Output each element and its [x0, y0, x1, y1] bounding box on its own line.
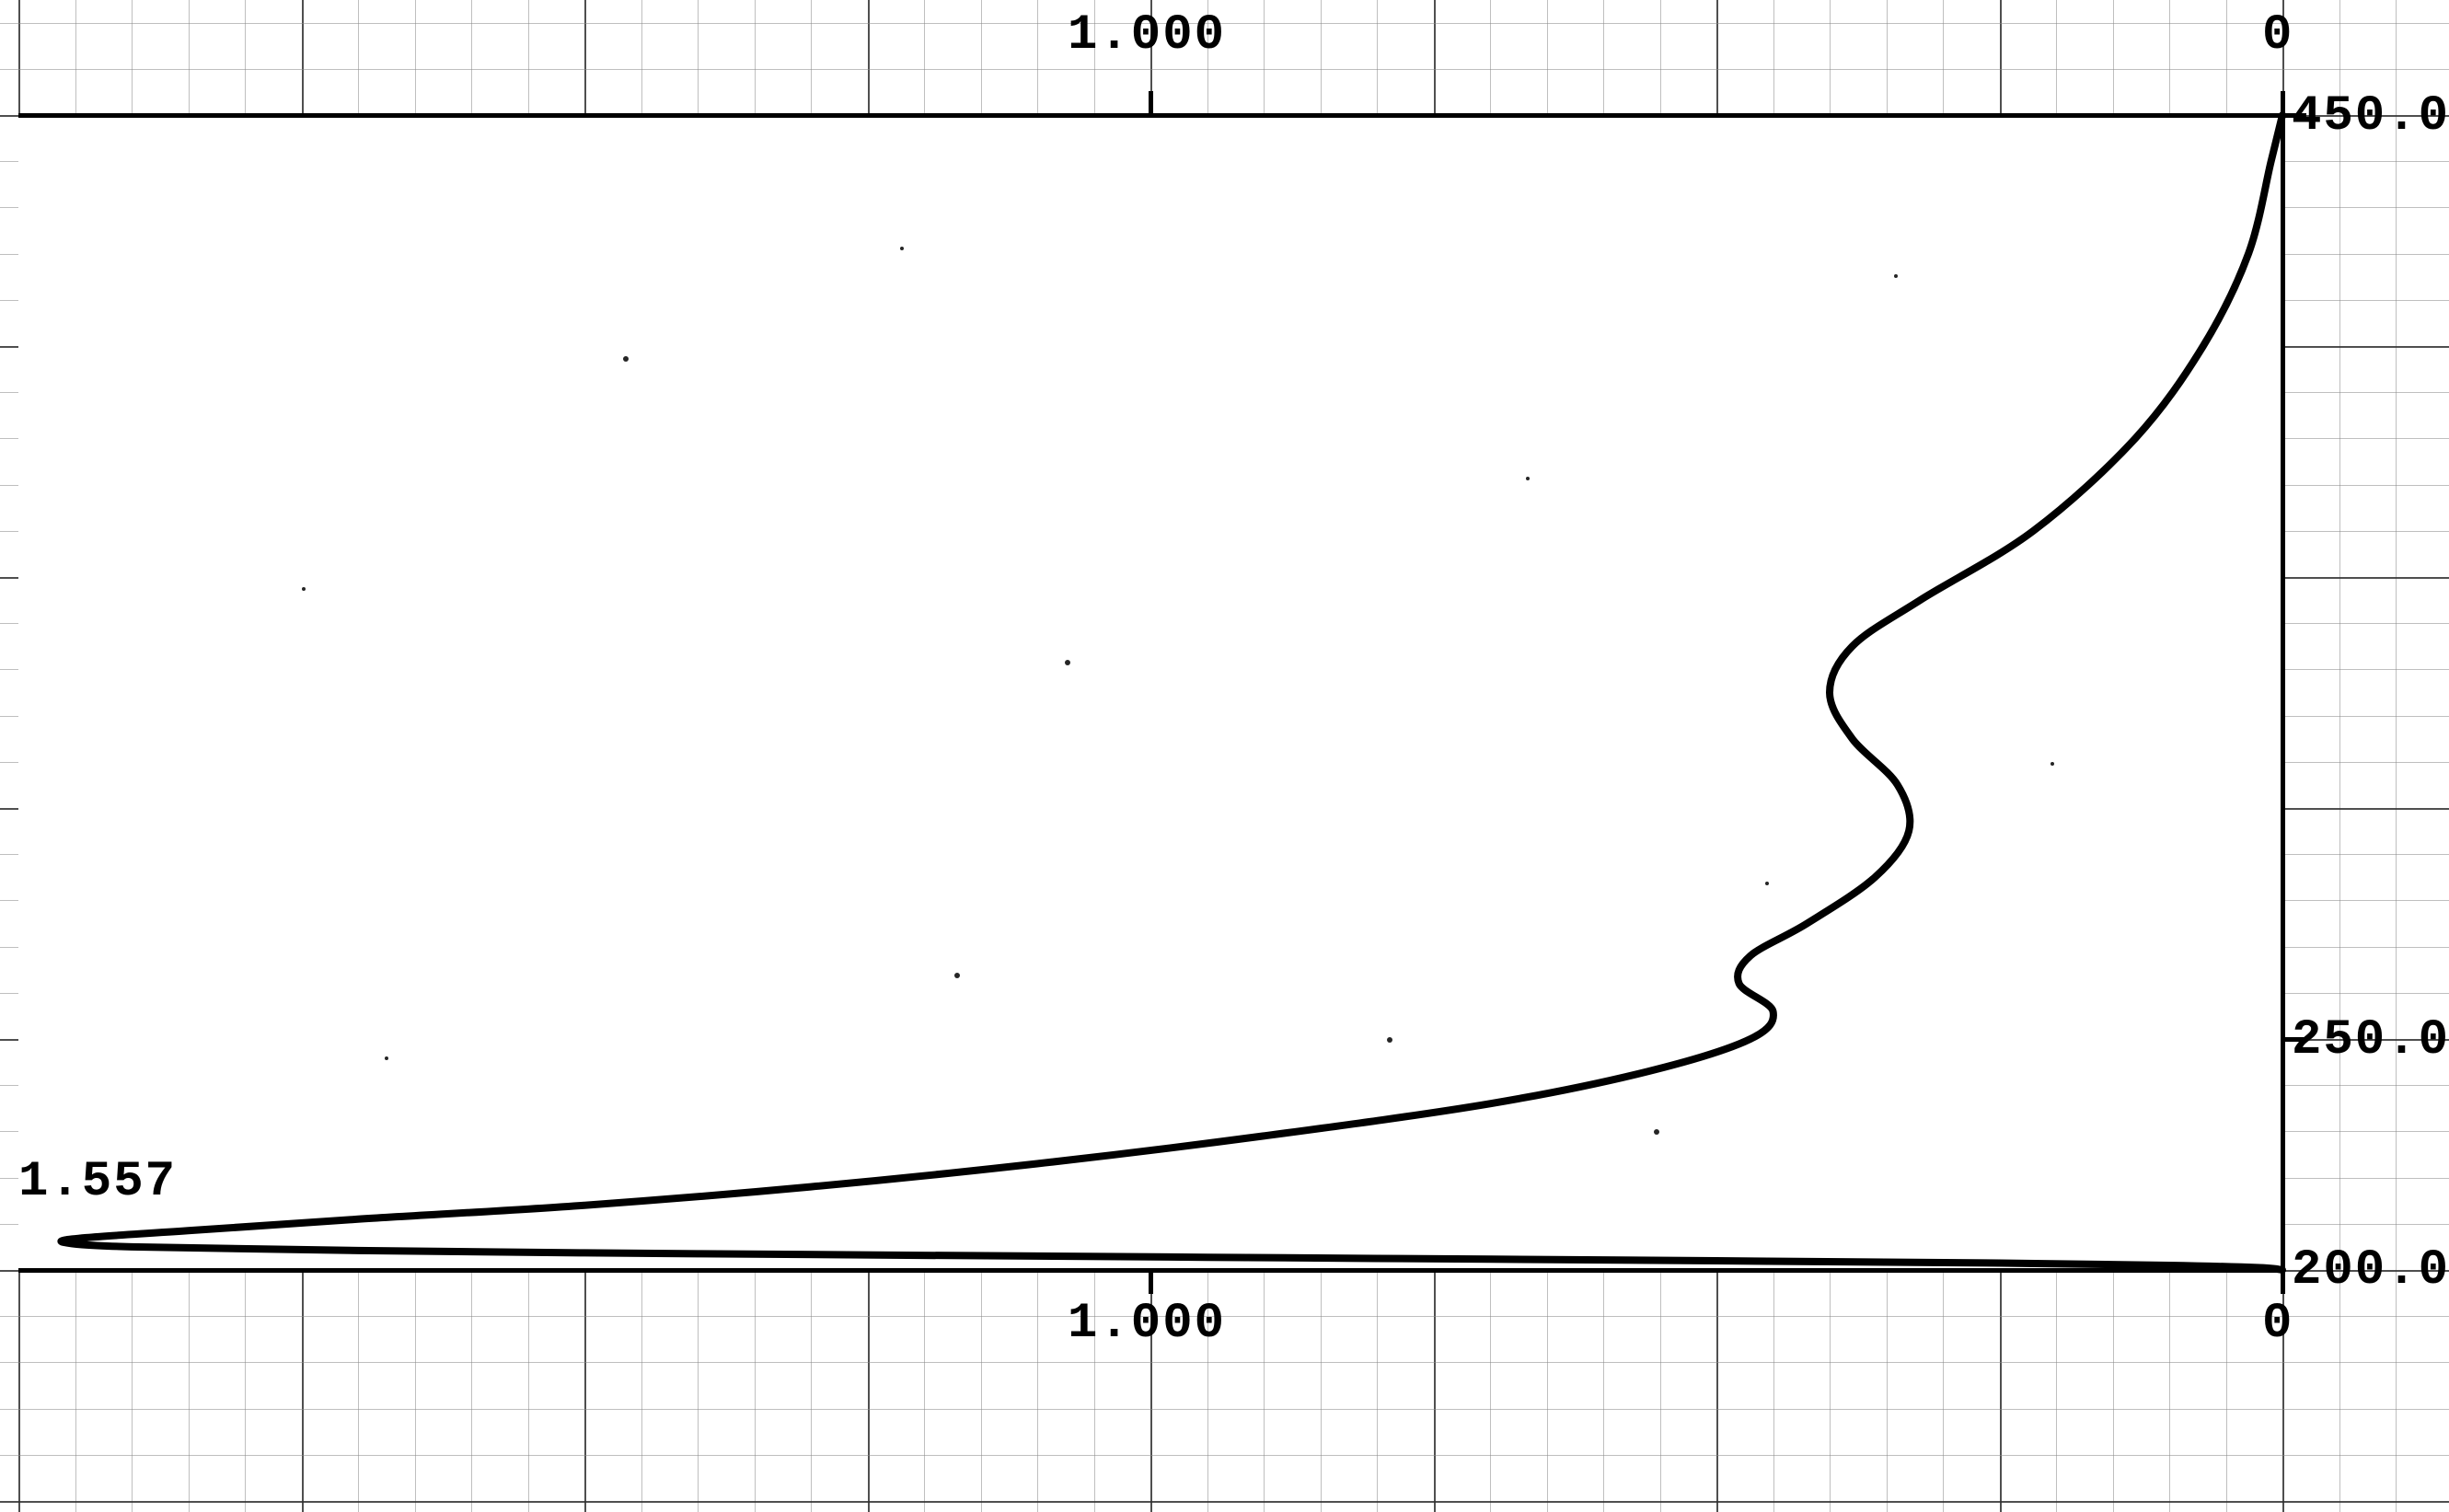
chart-root: 1.000 0 1.000 0 450.0 250.0 200.0 1.557 — [0, 0, 2449, 1512]
photocopy-noise — [0, 0, 2449, 1512]
